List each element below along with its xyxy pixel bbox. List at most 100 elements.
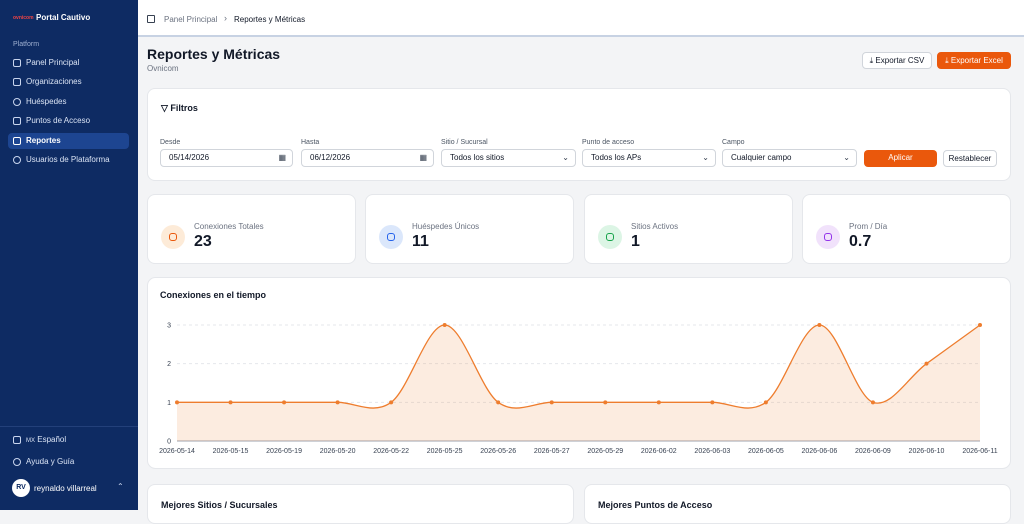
date-input[interactable]: 05/14/2026 ▦ [160,149,293,167]
point [603,400,608,405]
area [177,325,980,441]
nav-item[interactable]: Reportes [8,133,129,149]
y-tick-label: 0 [167,439,171,446]
chevron[interactable]: ⌃ [117,482,124,491]
nav-label: Panel Principal [26,58,80,67]
nav-label: Puntos de Acceso [26,116,91,125]
page-title: Reportes y Métricas [147,46,281,62]
x-tick-label: 2026-05-20 [320,448,356,455]
x-tick-label: 2026-05-14 [159,448,195,455]
point [442,323,447,327]
x-tick-label: 2026-05-19 [266,448,302,455]
y-tick-label: 2 [167,361,171,368]
language-label: Español [37,435,67,444]
flag: MX [26,438,35,444]
field-value: Todos los APs [591,153,642,162]
panel: Mejores Puntos de Acceso [584,484,1011,524]
x-tick-label: 2026-05-22 [373,448,409,455]
x-tick-label: 2026-05-27 [534,448,570,455]
point [282,400,287,405]
point [228,400,233,405]
reset[interactable]: Restablecer [943,150,997,167]
field-value: 05/14/2026 [169,153,210,162]
breadcrumb[interactable]: Panel Principal [164,15,218,24]
subtitle: Ovnicom [147,64,179,73]
point [656,400,661,405]
stat-label: Prom / Día [849,222,888,231]
user-name: reynaldo villarreal [34,484,97,493]
avatar: RV [12,479,30,497]
stat-value: 11 [412,233,429,250]
point [549,400,554,405]
stat-label: Sitios Activos [631,222,679,231]
point [710,400,715,405]
brand: Portal Cautivo [36,13,91,22]
point [763,400,768,405]
point [335,400,340,405]
field-value: 06/12/2026 [310,153,351,162]
apply[interactable]: Aplicar [864,150,937,167]
field-label: Hasta [301,139,320,146]
select[interactable]: Todos los sitios ⌄ [441,149,576,167]
point [924,361,929,366]
y-tick-label: 3 [167,323,171,330]
line [176,324,981,409]
x-tick-label: 2026-06-09 [855,448,891,455]
point [978,323,982,327]
field-value: Cualquier campo [731,153,792,162]
nav-label: Huéspedes [26,97,67,106]
point [175,400,179,405]
nav-item[interactable]: Organizaciones [8,74,129,90]
panel: Mejores Sitios / Sucursales [147,484,574,524]
language[interactable]: MX Español [8,432,129,448]
stat-card: Conexiones Totales 23 [147,194,356,264]
stat-label: Huéspedes Únicos [412,222,480,231]
stat-value: 1 [631,233,640,250]
field-value: Todos los sitios [450,153,505,162]
logo: ovnicom [13,15,34,21]
select[interactable]: Todos los APs ⌄ [582,149,716,167]
nav-item[interactable]: Usuarios de Plataforma [8,152,129,168]
stat-card: Sitios Activos 1 [584,194,793,264]
export-excel[interactable]: ⤓ Exportar Excel [937,52,1011,69]
stat-label: Conexiones Totales [194,222,264,231]
select[interactable]: Cualquier campo ⌄ [722,149,857,167]
topbar: Panel Principal › Reportes y Métricas [138,0,1024,37]
sidebar: ovnicom Portal Cautivo Platform Panel Pr… [0,0,138,510]
point [870,400,875,405]
x-tick-label: 2026-06-06 [801,448,837,455]
chart-card: Conexiones en el tiempo 0 1 2 3 2026-05-14 20… [147,277,1011,469]
nav-label: Organizaciones [26,77,82,86]
field-label: Campo [722,139,745,146]
x-tick-label: 2026-06-10 [909,448,945,455]
x-tick-label: 2026-06-05 [748,448,784,455]
filters-title-text: Filtros [170,103,198,113]
x-tick-label: 2026-05-29 [587,448,623,455]
filters-title: ▽ Filtros [161,103,198,113]
button-label: Exportar CSV [875,56,925,65]
filters-card: ▽ Filtros [147,88,1011,181]
x-tick-label: 2026-06-02 [641,448,677,455]
panel-title: Mejores Puntos de Acceso [598,500,713,510]
nav-item[interactable]: Puntos de Acceso [8,113,129,129]
point [817,323,822,327]
x-tick-label: 2026-05-26 [480,448,516,455]
nav-item[interactable]: Panel Principal [8,55,129,71]
point [389,400,394,405]
nav-label: Usuarios de Plataforma [26,155,110,164]
export-csv[interactable]: ⤓ Exportar CSV [862,52,932,69]
x-tick-label: 2026-06-03 [694,448,730,455]
breadcrumb: Reportes y Métricas [234,15,306,24]
stat-card: Prom / Día 0.7 [802,194,1011,264]
nav-item[interactable]: Huéspedes [8,94,129,110]
stat-value: 23 [194,233,212,250]
stat-card: Huéspedes Únicos 11 [365,194,574,264]
x-tick-label: 2026-05-25 [427,448,463,455]
point [496,400,501,405]
date-input[interactable]: 06/12/2026 ▦ [301,149,434,167]
y-tick-label: 1 [167,400,171,407]
help[interactable]: Ayuda y Guía [8,454,129,470]
field-label: Sitio / Sucursal [441,139,488,146]
button-label: Exportar Excel [950,56,1003,65]
